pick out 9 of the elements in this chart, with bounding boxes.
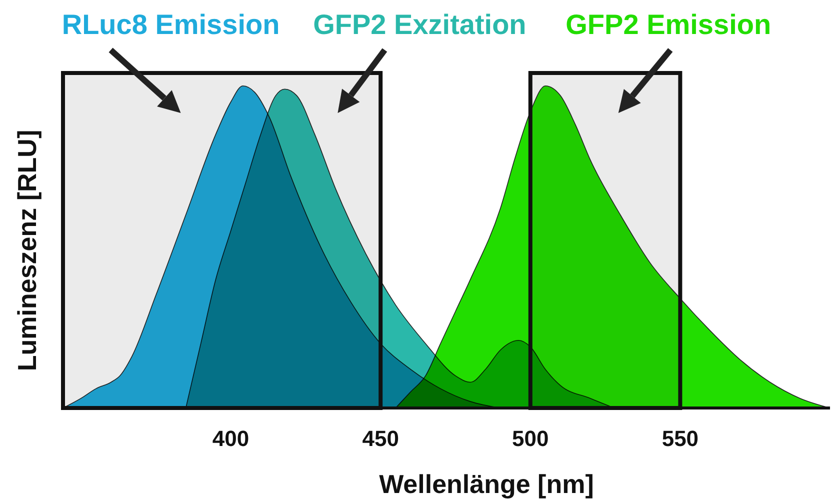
text: RLuc8 Emission bbox=[62, 9, 280, 40]
x-tick-label: 400 bbox=[212, 426, 250, 451]
series-label: GFP2 Emission bbox=[566, 9, 772, 40]
x-axis-title: Wellenlänge [nm] bbox=[379, 469, 594, 499]
x-tick-label: 550 bbox=[662, 426, 699, 451]
series-label: GFP2 Exzitation bbox=[313, 9, 526, 40]
x-tick-label: 450 bbox=[362, 426, 399, 451]
y-axis-title: Lumineszenz [RLU] bbox=[12, 130, 42, 372]
x-tick-label: 500 bbox=[512, 426, 549, 451]
